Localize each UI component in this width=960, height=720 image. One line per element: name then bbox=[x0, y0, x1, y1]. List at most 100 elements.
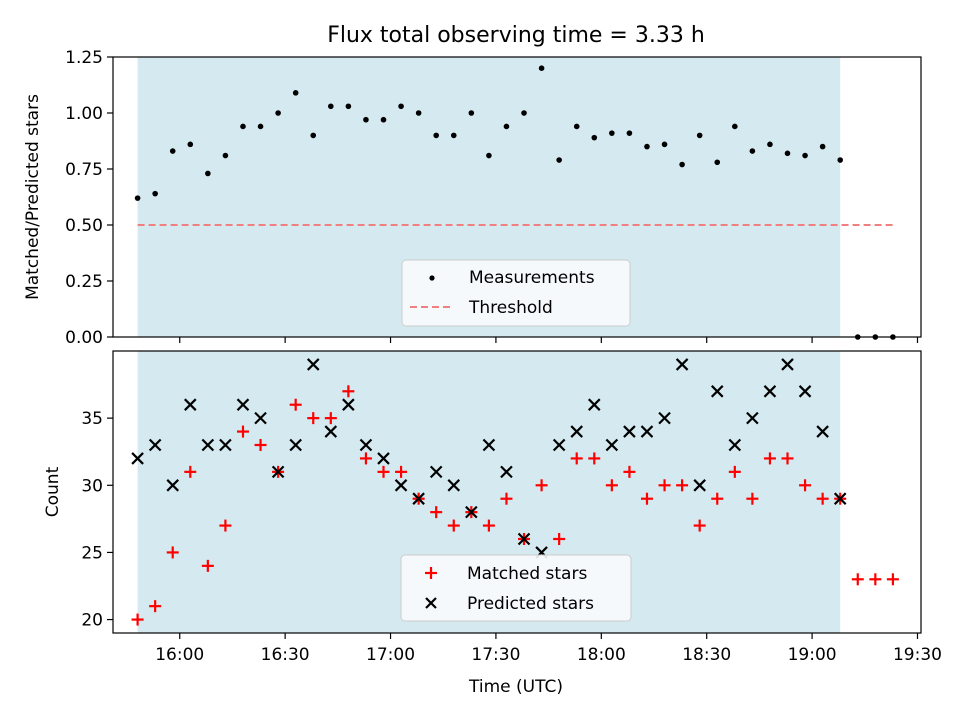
matched-star-point bbox=[553, 533, 566, 545]
measurement-point bbox=[538, 65, 545, 71]
measurement-point bbox=[644, 143, 650, 150]
matched-star-point bbox=[324, 412, 337, 425]
measurement-point bbox=[240, 123, 246, 130]
top-legend: Measurements Threshold bbox=[401, 259, 631, 327]
predicted-star-point bbox=[816, 425, 829, 438]
legend-predicted-marker bbox=[425, 597, 437, 609]
matched-star-point bbox=[447, 519, 460, 532]
predicted-star-point bbox=[184, 398, 197, 411]
matched-star-point bbox=[676, 479, 689, 492]
top-y-tick-label: 0.75 bbox=[65, 160, 103, 180]
measurement-point bbox=[503, 123, 510, 130]
top-y-tick-label: 1.25 bbox=[65, 48, 103, 68]
measurement-point bbox=[679, 161, 685, 168]
measurement-point bbox=[345, 103, 352, 110]
measurement-point bbox=[292, 90, 299, 96]
bottom-y-axis-label: Count bbox=[43, 466, 63, 517]
measurement-point bbox=[714, 159, 721, 166]
top-y-tick-label: 0.25 bbox=[65, 272, 103, 292]
measurement-point bbox=[450, 132, 457, 139]
bottom-y-tick-label: 35 bbox=[81, 409, 103, 429]
bottom-x-tick-label: 16:30 bbox=[261, 645, 310, 665]
predicted-star-point bbox=[289, 438, 302, 452]
top-axes-frame bbox=[112, 56, 922, 338]
matched-star-point bbox=[799, 479, 812, 492]
matched-star-point bbox=[605, 479, 618, 492]
predicted-star-point bbox=[429, 465, 443, 479]
measurement-point bbox=[819, 143, 826, 150]
matched-star-point bbox=[781, 452, 794, 465]
predicted-star-point bbox=[394, 479, 408, 492]
predicted-star-point bbox=[412, 492, 425, 505]
bottom-x-tick-label: 18:00 bbox=[577, 645, 626, 665]
bottom-legend-box bbox=[400, 554, 632, 622]
measurement-point bbox=[573, 123, 580, 130]
predicted-star-point bbox=[482, 438, 496, 452]
predicted-star-point bbox=[377, 452, 390, 465]
top-legend-box bbox=[401, 259, 631, 327]
predicted-star-point bbox=[219, 438, 232, 452]
matched-star-point bbox=[236, 425, 249, 438]
measurement-point bbox=[556, 157, 562, 163]
bottom-x-tick-label: 19:30 bbox=[893, 645, 942, 665]
predicted-star-point bbox=[623, 425, 636, 438]
predicted-star-point bbox=[342, 398, 355, 411]
bottom-y-tick-label: 25 bbox=[81, 543, 103, 563]
measurement-point bbox=[363, 116, 369, 123]
measurement-point bbox=[661, 141, 668, 148]
matched-star-point bbox=[500, 492, 513, 505]
matched-star-point bbox=[570, 452, 583, 465]
bottom-axes-frame bbox=[112, 350, 922, 634]
legend-matched-label: Matched stars bbox=[467, 564, 587, 584]
matched-star-point bbox=[851, 573, 864, 586]
legend-measurements-label: Measurements bbox=[469, 268, 595, 288]
predicted-star-point bbox=[588, 398, 601, 411]
count-points bbox=[131, 358, 899, 626]
matched-star-point bbox=[623, 465, 636, 478]
top-x-ticks bbox=[179, 337, 919, 343]
predicted-star-point bbox=[658, 411, 671, 425]
measurement-point bbox=[784, 150, 791, 157]
predicted-star-point bbox=[675, 358, 689, 371]
matched-star-point bbox=[711, 492, 724, 505]
predicted-star-point bbox=[500, 465, 513, 479]
predicted-star-point bbox=[236, 398, 250, 411]
predicted-star-point bbox=[359, 438, 373, 452]
bottom-x-tick-label: 16:00 bbox=[155, 645, 204, 665]
legend-predicted-label: Predicted stars bbox=[467, 594, 594, 614]
predicted-star-point bbox=[763, 385, 777, 398]
matched-star-point bbox=[289, 398, 302, 411]
matched-star-point bbox=[588, 452, 601, 465]
bottom-y-tick-label: 30 bbox=[81, 476, 103, 496]
matched-star-point bbox=[886, 573, 899, 586]
top-y-ticks: 0.00 0.25 0.50 0.75 1.00 1.25 bbox=[65, 48, 113, 348]
measurement-point bbox=[468, 110, 475, 116]
bottom-x-tick-label: 17:30 bbox=[471, 645, 520, 665]
matched-star-point bbox=[728, 465, 741, 478]
matched-star-point bbox=[377, 465, 390, 478]
measurement-point bbox=[134, 195, 141, 201]
bottom-legend: Matched stars Predicted stars bbox=[400, 554, 632, 622]
matched-star-point bbox=[307, 412, 320, 425]
matched-star-point bbox=[254, 439, 267, 451]
measurement-point bbox=[609, 130, 615, 136]
measurement-point bbox=[591, 134, 598, 141]
measurement-point bbox=[310, 132, 317, 139]
matched-star-point bbox=[201, 559, 214, 572]
measurement-point bbox=[767, 141, 773, 148]
predicted-star-point bbox=[640, 425, 654, 438]
measurement-point bbox=[626, 130, 633, 136]
measurement-point bbox=[486, 152, 492, 159]
predicted-star-point bbox=[693, 479, 706, 492]
bottom-x-tick-label: 19:00 bbox=[788, 645, 837, 665]
matched-star-point bbox=[131, 613, 144, 626]
bottom-y-tick-label: 20 bbox=[81, 611, 103, 631]
measurement-point bbox=[205, 170, 211, 177]
measurement-point bbox=[380, 116, 387, 123]
measurement-point bbox=[837, 157, 843, 163]
measurement-point bbox=[328, 103, 334, 110]
matched-star-point bbox=[430, 506, 443, 519]
matched-star-point bbox=[166, 546, 179, 559]
